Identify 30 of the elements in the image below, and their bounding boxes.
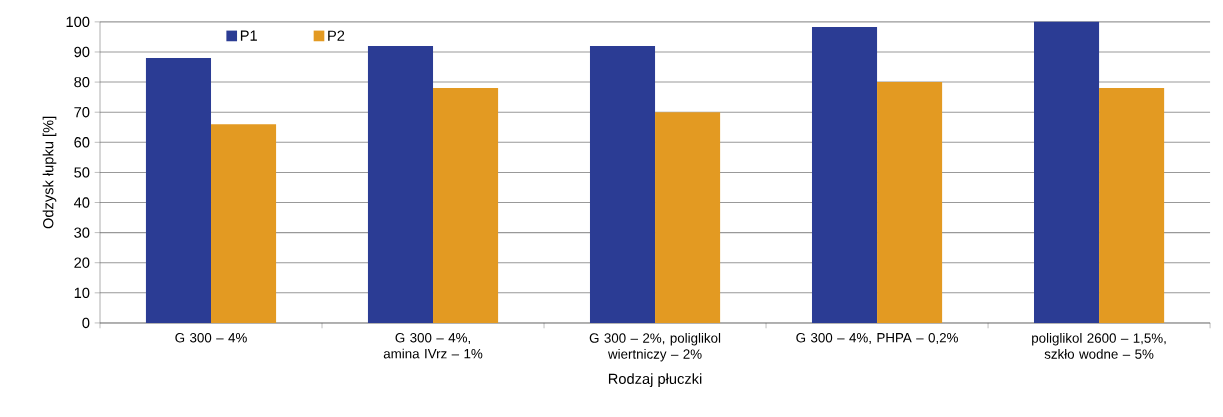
y-tick-label: 20	[74, 257, 90, 268]
y-axis-title: Odzysk łupku [%]	[42, 116, 57, 229]
x-tick-label: G 300 – 4%, amina IVrz – 1%	[383, 333, 483, 359]
y-tick-label: 10	[74, 287, 90, 299]
y-tick-label: 100	[66, 16, 90, 28]
bar	[589, 45, 656, 323]
y-tick-label: 30	[74, 227, 90, 238]
legend-label: P2	[328, 30, 345, 41]
x-tick-label: poliglikol 2600 – 1,5%, szkło wodne – 5%	[1032, 333, 1166, 359]
y-tick-label: 50	[74, 167, 90, 178]
x-tick-label: G 300 – 2%, poliglikol wiertniczy – 2%	[589, 333, 721, 362]
bar	[145, 58, 212, 323]
x-axis-title: Rodzaj płuczki	[608, 373, 702, 387]
x-tick-label: G 300 – 4%	[175, 333, 247, 343]
x-tick-label: G 300 – 4%, PHPA – 0,2%	[796, 333, 958, 345]
y-tick-label: 80	[74, 76, 90, 88]
bar	[877, 82, 943, 323]
bar	[655, 112, 721, 323]
bar	[433, 88, 499, 323]
bar	[367, 45, 434, 323]
bar	[811, 27, 878, 323]
y-tick-label: 40	[73, 197, 90, 208]
legend-label: P1	[240, 30, 257, 41]
y-tick-label: 0	[82, 317, 90, 329]
y-tick-label: 70	[74, 107, 90, 118]
bar	[1034, 21, 1100, 323]
y-tick-label: 60	[74, 137, 90, 148]
y-tick-label: 90	[74, 46, 90, 58]
bar	[211, 124, 277, 323]
bar	[1099, 88, 1165, 323]
